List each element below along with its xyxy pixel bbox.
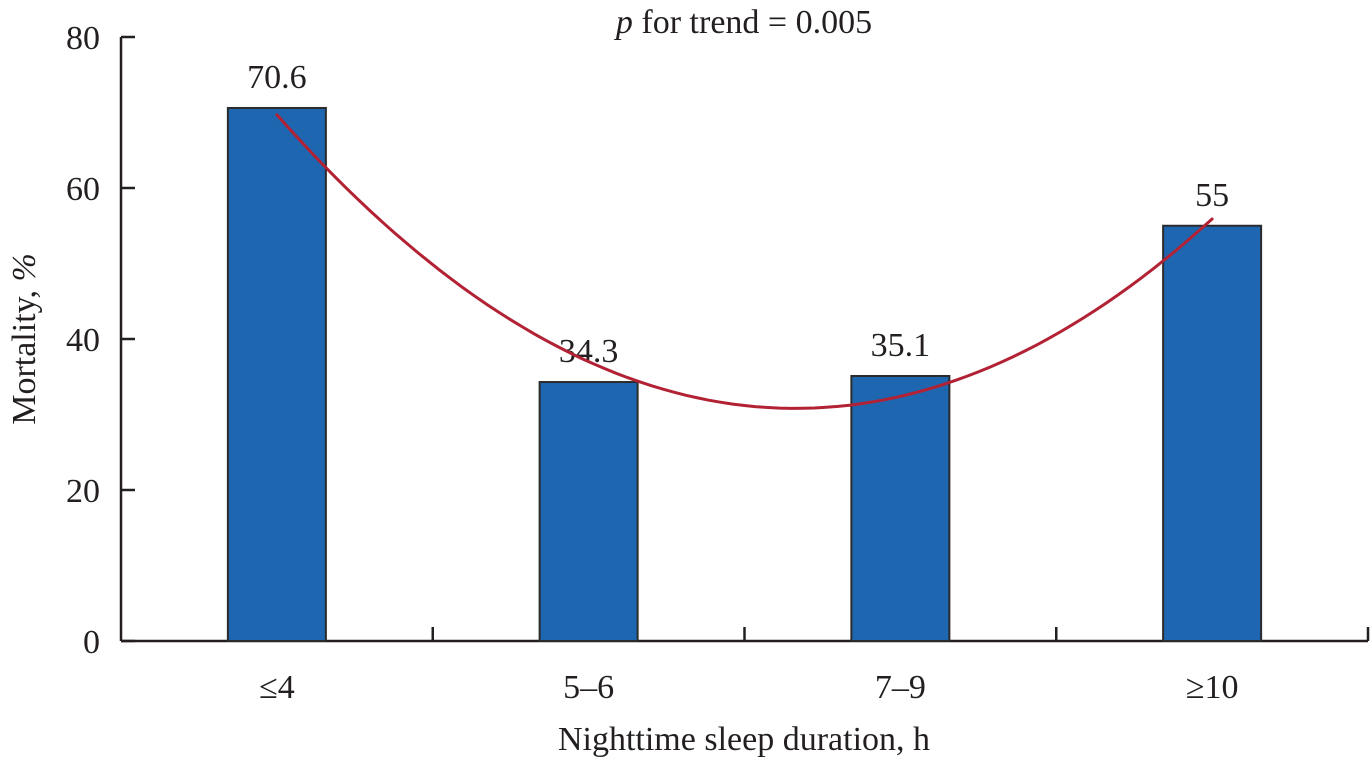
bar bbox=[850, 374, 951, 642]
y-tick-label: 20 bbox=[66, 473, 100, 510]
y-axis-label: Mortality, % bbox=[6, 253, 43, 425]
trend-curve bbox=[275, 113, 1214, 410]
x-tick-label: 7–9 bbox=[875, 669, 926, 706]
y-axis: 0 20 40 60 80 bbox=[66, 20, 135, 661]
data-label: 55 bbox=[1195, 177, 1229, 214]
bars: 70.634.3 35.155 bbox=[226, 59, 1263, 643]
x-axis-label: Nighttime sleep duration, h bbox=[558, 721, 930, 758]
x-tick-label: ≤4 bbox=[259, 669, 295, 706]
x-axis: ≤4 5–6 7–9 ≥10 bbox=[121, 627, 1370, 706]
bar bbox=[226, 106, 327, 643]
bar bbox=[538, 381, 639, 642]
data-label: 35.1 bbox=[871, 327, 931, 364]
y-tick-label: 80 bbox=[66, 20, 100, 57]
y-tick-label: 0 bbox=[83, 624, 100, 661]
x-tick-label: ≥10 bbox=[1186, 669, 1239, 706]
y-tick-label: 40 bbox=[66, 322, 100, 359]
x-tick-label: 5–6 bbox=[563, 669, 614, 706]
bar bbox=[1162, 224, 1263, 642]
y-tick-label: 60 bbox=[66, 171, 100, 208]
chart-title: p for trend = 0.005 bbox=[614, 4, 872, 41]
data-label: 70.6 bbox=[247, 59, 307, 96]
